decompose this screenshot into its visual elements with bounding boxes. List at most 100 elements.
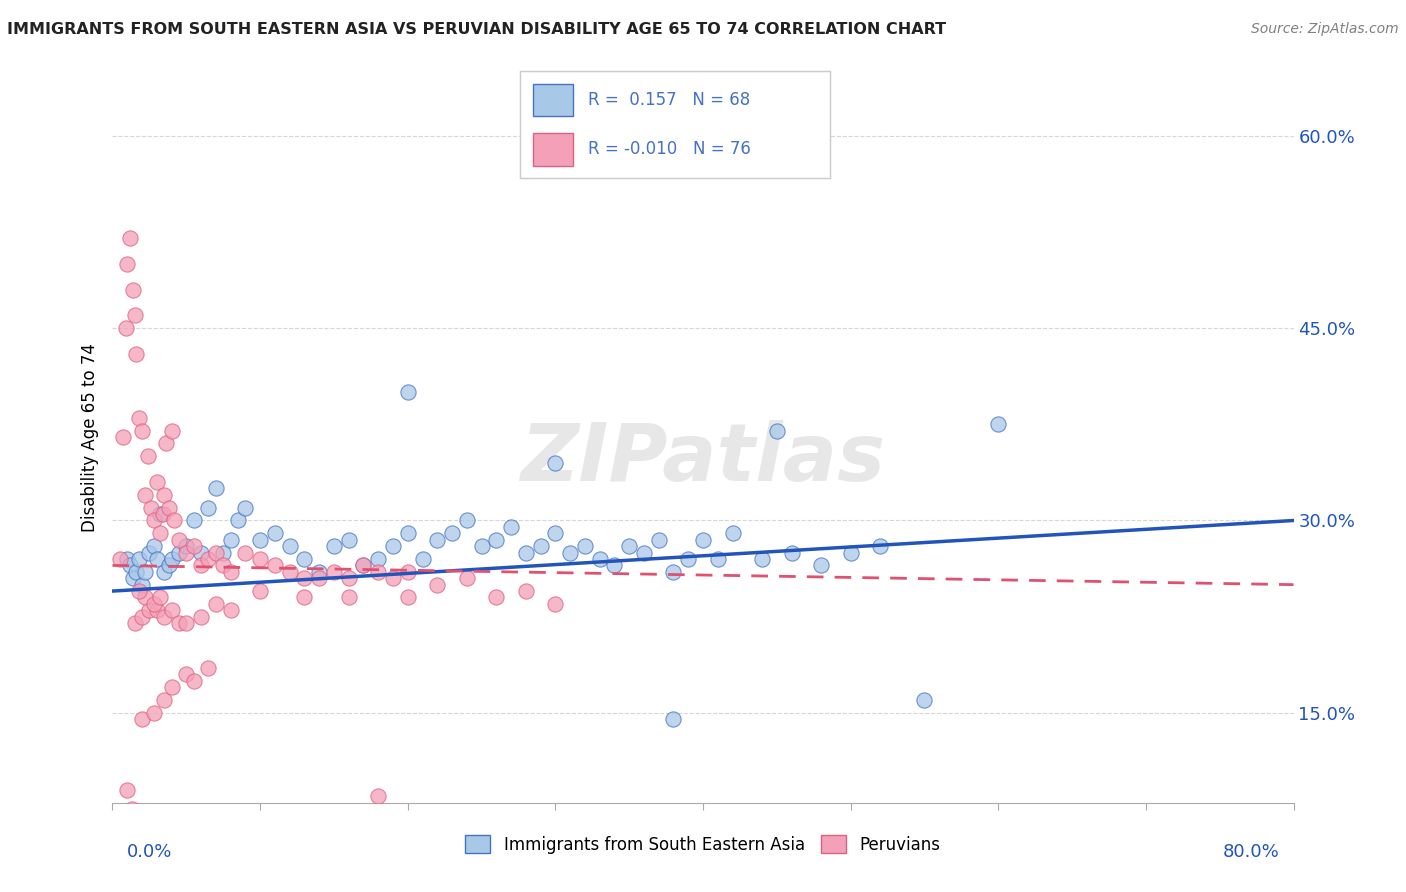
Point	[544, 526, 567, 541]
Point	[114, 321, 136, 335]
Point	[382, 571, 405, 585]
Point	[751, 552, 773, 566]
Point	[197, 500, 219, 515]
Point	[396, 591, 419, 605]
Point	[292, 571, 315, 585]
Point	[167, 616, 190, 631]
Point	[167, 545, 190, 559]
Point	[131, 577, 153, 591]
Point	[142, 514, 165, 528]
Point	[249, 552, 271, 566]
Point	[382, 539, 405, 553]
Point	[839, 545, 862, 559]
Point	[190, 545, 212, 559]
Point	[707, 552, 730, 566]
Point	[122, 571, 145, 585]
Point	[157, 558, 180, 573]
Point	[174, 545, 197, 559]
Legend: Immigrants from South Eastern Asia, Peruvians: Immigrants from South Eastern Asia, Peru…	[458, 829, 948, 860]
Point	[190, 558, 212, 573]
Point	[441, 526, 464, 541]
Point	[485, 591, 508, 605]
Point	[264, 526, 287, 541]
Point	[131, 712, 153, 726]
Point	[412, 552, 434, 566]
Point	[131, 609, 153, 624]
Point	[810, 558, 832, 573]
Point	[308, 571, 330, 585]
Point	[205, 482, 228, 496]
Point	[396, 565, 419, 579]
Point	[515, 545, 537, 559]
Text: R = -0.010   N = 76: R = -0.010 N = 76	[588, 141, 751, 159]
Point	[292, 591, 315, 605]
Point	[125, 346, 148, 360]
Point	[205, 545, 228, 559]
Point	[160, 424, 183, 438]
Point	[308, 565, 330, 579]
Point	[501, 520, 523, 534]
Point	[219, 603, 242, 617]
Point	[128, 552, 150, 566]
Point	[721, 526, 744, 541]
Point	[111, 430, 134, 444]
Point	[190, 609, 212, 624]
Point	[544, 456, 567, 470]
Point	[212, 558, 235, 573]
Point	[574, 539, 596, 553]
Point	[515, 584, 537, 599]
Point	[352, 558, 374, 573]
Point	[167, 533, 190, 547]
Point	[149, 507, 172, 521]
Point	[138, 545, 160, 559]
Point	[352, 558, 374, 573]
Point	[233, 500, 256, 515]
Point	[146, 603, 169, 617]
Point	[152, 507, 174, 521]
Point	[205, 597, 228, 611]
Point	[117, 257, 138, 271]
Point	[780, 545, 803, 559]
Point	[160, 552, 183, 566]
Text: IMMIGRANTS FROM SOUTH EASTERN ASIA VS PERUVIAN DISABILITY AGE 65 TO 74 CORRELATI: IMMIGRANTS FROM SOUTH EASTERN ASIA VS PE…	[7, 22, 946, 37]
Point	[456, 514, 478, 528]
Point	[160, 681, 183, 695]
Point	[337, 533, 360, 547]
Point	[146, 475, 169, 489]
Point	[619, 539, 641, 553]
Text: ZIPatlas: ZIPatlas	[520, 420, 886, 498]
Point	[174, 539, 197, 553]
Point	[529, 539, 551, 553]
Point	[142, 706, 165, 720]
Text: Source: ZipAtlas.com: Source: ZipAtlas.com	[1251, 22, 1399, 37]
Text: 0.0%: 0.0%	[127, 843, 172, 861]
Bar	[533, 134, 572, 166]
Point	[128, 584, 150, 599]
Point	[124, 616, 146, 631]
Point	[662, 565, 685, 579]
Point	[146, 552, 169, 566]
Point	[149, 591, 172, 605]
Point	[367, 789, 389, 804]
Point	[125, 565, 148, 579]
Point	[226, 514, 249, 528]
Point	[128, 410, 150, 425]
Point	[603, 558, 626, 573]
Point	[662, 712, 685, 726]
Point	[120, 558, 142, 573]
Point	[337, 571, 360, 585]
Point	[323, 565, 346, 579]
Point	[337, 591, 360, 605]
Point	[124, 308, 146, 322]
Point	[292, 552, 315, 566]
Point	[122, 283, 145, 297]
Point	[396, 385, 419, 400]
Point	[426, 533, 449, 547]
Point	[117, 552, 138, 566]
Point	[233, 545, 256, 559]
Point	[183, 514, 205, 528]
Point	[153, 565, 176, 579]
Point	[692, 533, 714, 547]
Point	[157, 500, 180, 515]
Point	[588, 552, 610, 566]
